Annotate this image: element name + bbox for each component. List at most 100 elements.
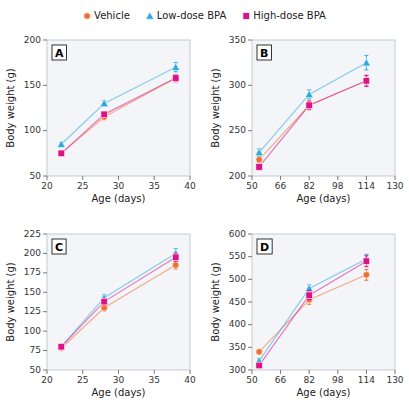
y-tick: [248, 85, 252, 86]
data-point: [363, 272, 370, 279]
y-tick: [43, 370, 47, 371]
y-tick-label: 50: [30, 171, 42, 181]
panel-label: C: [52, 239, 66, 254]
y-tick-label: 175: [24, 267, 41, 277]
data-point: [172, 63, 180, 70]
data-point: [306, 102, 313, 109]
x-tick-label: 98: [332, 375, 344, 385]
y-tick: [43, 331, 47, 332]
panel-label: D: [257, 239, 272, 254]
y-tick-label: 500: [229, 274, 246, 284]
y-tick: [248, 130, 252, 131]
x-tick-label: 35: [149, 181, 160, 191]
x-tick: [47, 176, 48, 180]
x-tick: [280, 370, 281, 374]
x-tick: [82, 370, 83, 374]
legend-item: Vehicle: [84, 10, 130, 21]
y-tick-label: 550: [229, 251, 246, 261]
panel: 30035040045050055060050668298114130Age (…: [210, 229, 404, 399]
panel-label-text: B: [260, 47, 268, 60]
y-axis-label: Body weight (g): [5, 262, 16, 342]
x-tick-label: 50: [246, 181, 258, 191]
y-tick: [43, 85, 47, 86]
y-tick-label: 300: [229, 365, 246, 375]
data-point: [362, 59, 370, 66]
plot-area: [47, 40, 190, 176]
y-tick: [248, 176, 252, 177]
data-point: [172, 262, 179, 269]
x-tick: [337, 370, 338, 374]
panel-label-text: D: [260, 241, 269, 254]
panel: 50751001251501752002252025303540Age (day…: [5, 229, 196, 399]
data-point: [57, 140, 65, 147]
panel-label-box: [257, 239, 272, 254]
legend-item: Low-dose BPA: [146, 10, 227, 21]
x-tick-label: 20: [41, 375, 53, 385]
x-tick: [252, 176, 253, 180]
data-point: [58, 150, 65, 157]
data-point: [100, 99, 108, 106]
y-tick: [248, 279, 252, 280]
panel-label: A: [52, 45, 67, 60]
series-line: [61, 265, 175, 348]
x-tick: [280, 176, 281, 180]
x-tick: [309, 176, 310, 180]
legend-marker: [84, 13, 91, 20]
data-point: [172, 75, 179, 82]
legend-item: High-dose BPA: [243, 10, 326, 21]
y-axis-label: Body weight (g): [210, 68, 221, 148]
y-tick-label: 250: [229, 125, 246, 135]
series-line: [259, 261, 366, 365]
y-axis-label: Body weight (g): [5, 68, 16, 148]
x-tick: [395, 370, 396, 374]
legend-marker: [146, 12, 154, 19]
y-tick-label: 450: [229, 297, 246, 307]
y-tick-label: 200: [24, 248, 41, 258]
x-tick: [366, 370, 367, 374]
y-tick-label: 125: [24, 306, 41, 316]
series-line: [259, 81, 366, 167]
data-point: [256, 349, 263, 356]
panel-label: B: [257, 45, 271, 60]
x-tick: [395, 176, 396, 180]
x-tick: [118, 370, 119, 374]
y-axis-label: Body weight (g): [210, 262, 221, 342]
x-tick-label: 82: [303, 181, 314, 191]
data-point: [306, 292, 313, 299]
series-line: [61, 67, 175, 144]
data-point: [256, 156, 263, 163]
data-point: [172, 75, 179, 82]
panel-label-box: [52, 239, 66, 254]
data-point: [255, 148, 263, 155]
y-tick: [248, 40, 252, 41]
series-line: [259, 259, 366, 361]
x-tick-label: 114: [358, 181, 375, 191]
y-tick: [248, 370, 252, 371]
x-tick-label: 130: [386, 181, 403, 191]
panel-label-text: A: [55, 47, 64, 60]
data-point: [57, 343, 65, 350]
panel: 20025030035050668298114130Age (days)Body…: [210, 35, 404, 205]
legend-label: Vehicle: [94, 10, 130, 21]
y-tick: [248, 234, 252, 235]
y-tick: [248, 256, 252, 257]
plot-area: [252, 40, 395, 176]
x-axis-label: Age (days): [92, 387, 146, 398]
x-axis-label: Age (days): [92, 193, 146, 204]
x-tick-label: 25: [77, 181, 88, 191]
y-tick-label: 200: [24, 35, 41, 45]
y-tick: [43, 272, 47, 273]
y-tick: [248, 302, 252, 303]
x-axis-label: Age (days): [297, 193, 351, 204]
series-line: [61, 257, 175, 346]
y-tick-label: 150: [24, 80, 41, 90]
x-tick-label: 98: [332, 181, 344, 191]
data-point: [363, 258, 370, 265]
y-tick-label: 350: [229, 35, 246, 45]
figure: 501001502002025303540Age (days)Body weig…: [0, 0, 409, 420]
y-tick-label: 400: [229, 319, 246, 329]
y-tick-label: 300: [229, 80, 246, 90]
x-tick: [190, 370, 191, 374]
panel-label-box: [257, 45, 271, 60]
x-tick: [47, 370, 48, 374]
